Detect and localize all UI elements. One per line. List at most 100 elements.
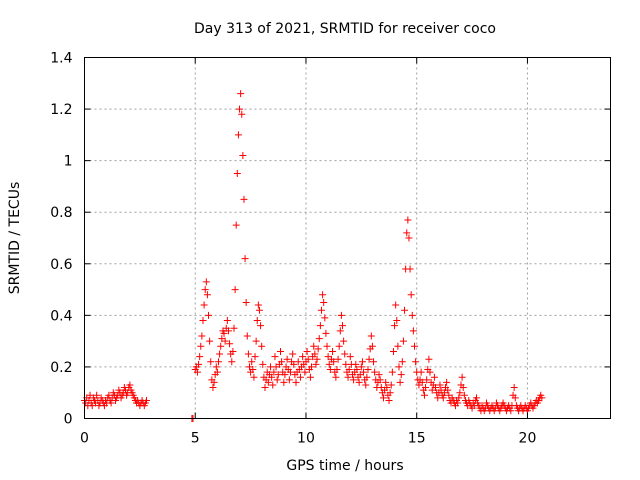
data-point bbox=[270, 368, 278, 376]
chart-title: Day 313 of 2021, SRMTID for receiver coc… bbox=[194, 21, 496, 37]
data-point bbox=[231, 286, 239, 294]
data-point bbox=[376, 376, 384, 384]
data-point bbox=[388, 368, 396, 376]
data-point bbox=[394, 342, 402, 350]
data-point bbox=[409, 327, 417, 335]
data-point bbox=[241, 255, 249, 263]
plot-frame bbox=[84, 57, 611, 419]
data-point bbox=[391, 322, 399, 330]
data-point bbox=[389, 347, 397, 355]
data-point bbox=[301, 368, 309, 376]
data-point bbox=[353, 366, 361, 374]
data-point bbox=[268, 373, 276, 381]
data-point bbox=[254, 301, 262, 309]
data-point bbox=[333, 366, 341, 374]
y-tick-label: 1 bbox=[64, 154, 73, 170]
data-point bbox=[280, 378, 288, 386]
data-point bbox=[386, 389, 394, 397]
data-point bbox=[355, 378, 363, 386]
y-tick-label: 0.6 bbox=[50, 257, 72, 273]
data-point bbox=[334, 355, 342, 363]
data-point bbox=[261, 384, 269, 392]
x-tick-labels: 0 5 10 15 20 bbox=[80, 431, 536, 447]
data-point bbox=[299, 353, 307, 361]
data-point bbox=[404, 216, 412, 224]
data-point bbox=[352, 360, 360, 368]
data-point bbox=[244, 350, 252, 358]
data-point bbox=[473, 394, 481, 402]
data-point bbox=[511, 394, 519, 402]
data-point bbox=[273, 376, 281, 384]
data-point bbox=[398, 358, 406, 366]
data-point bbox=[264, 378, 272, 386]
data-point bbox=[407, 291, 415, 299]
data-point bbox=[375, 371, 383, 379]
data-point bbox=[239, 151, 247, 159]
x-axis-label: GPS time / hours bbox=[286, 458, 403, 474]
data-point bbox=[289, 350, 297, 358]
x-tick-label: 10 bbox=[297, 431, 315, 447]
data-point bbox=[207, 358, 215, 366]
data-point bbox=[203, 291, 211, 299]
data-point bbox=[311, 350, 319, 358]
data-point bbox=[420, 391, 428, 399]
y-tick-label: 0 bbox=[64, 412, 73, 428]
data-point bbox=[236, 105, 244, 113]
data-point bbox=[430, 373, 438, 381]
data-point bbox=[255, 306, 263, 314]
data-point bbox=[253, 317, 261, 325]
y-tick-label: 0.4 bbox=[50, 308, 72, 324]
data-point bbox=[320, 298, 328, 306]
data-point bbox=[285, 376, 293, 384]
data-point bbox=[395, 363, 403, 371]
data-point bbox=[367, 332, 375, 340]
data-point bbox=[312, 360, 320, 368]
data-point bbox=[326, 366, 334, 374]
data-point bbox=[538, 394, 546, 402]
data-point bbox=[322, 329, 330, 337]
data-point bbox=[410, 342, 418, 350]
data-point bbox=[339, 322, 347, 330]
data-point bbox=[226, 340, 234, 348]
data-point bbox=[200, 301, 208, 309]
data-point bbox=[193, 368, 201, 376]
data-point bbox=[454, 399, 462, 407]
data-point bbox=[303, 347, 311, 355]
data-point bbox=[249, 366, 257, 374]
data-point bbox=[426, 368, 434, 376]
data-point bbox=[216, 350, 224, 358]
data-point bbox=[364, 366, 372, 374]
x-tick-label: 0 bbox=[80, 431, 89, 447]
data-point bbox=[329, 347, 337, 355]
data-point bbox=[455, 394, 463, 402]
data-point bbox=[418, 378, 426, 386]
data-point bbox=[214, 358, 222, 366]
x-tick-label: 15 bbox=[408, 431, 426, 447]
data-point bbox=[317, 306, 325, 314]
x-tick-label: 20 bbox=[519, 431, 537, 447]
data-point bbox=[294, 358, 302, 366]
y-tick-label: 0.8 bbox=[50, 205, 72, 221]
data-point bbox=[277, 347, 285, 355]
data-point bbox=[250, 373, 258, 381]
data-point bbox=[316, 322, 324, 330]
data-point bbox=[332, 373, 340, 381]
data-point bbox=[385, 396, 393, 404]
data-point bbox=[460, 391, 468, 399]
data-point bbox=[224, 327, 232, 335]
data-point bbox=[234, 131, 242, 139]
data-point bbox=[382, 378, 390, 386]
data-point bbox=[313, 355, 321, 363]
data-point bbox=[321, 314, 329, 322]
data-point bbox=[310, 342, 318, 350]
data-point bbox=[126, 381, 134, 389]
data-point bbox=[221, 337, 229, 345]
data-point bbox=[406, 265, 414, 273]
data-point bbox=[379, 394, 387, 402]
y-tick-label: 1.2 bbox=[50, 102, 72, 118]
data-point bbox=[278, 358, 286, 366]
data-point bbox=[337, 311, 345, 319]
data-point bbox=[401, 306, 409, 314]
data-point bbox=[432, 384, 440, 392]
data-point bbox=[365, 355, 373, 363]
